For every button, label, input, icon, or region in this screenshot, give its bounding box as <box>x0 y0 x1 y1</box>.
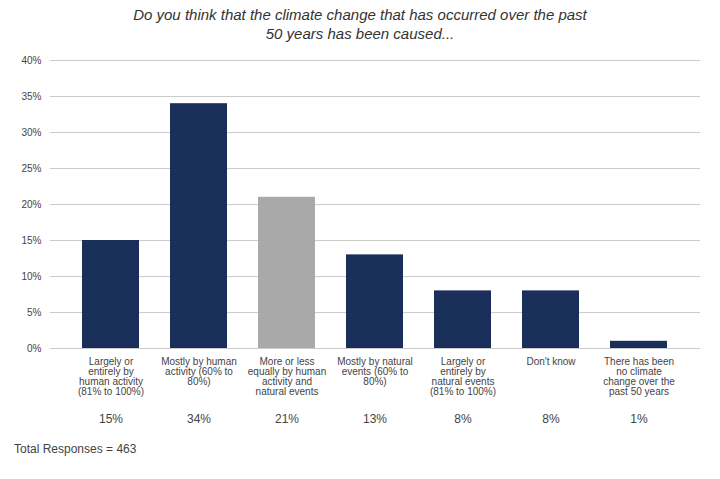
svg-text:10%: 10% <box>21 270 41 281</box>
svg-text:40%: 40% <box>21 54 41 65</box>
svg-text:35%: 35% <box>21 90 41 101</box>
svg-text:8%: 8% <box>454 412 472 426</box>
svg-text:1%: 1% <box>630 412 648 426</box>
svg-text:8%: 8% <box>542 412 560 426</box>
html-text:Total Responses = 463: Total Responses = 463 <box>14 441 137 456</box>
svg-text:20%: 20% <box>21 198 41 209</box>
svg-text:15%: 15% <box>99 412 123 426</box>
svg-text:21%: 21% <box>275 412 299 426</box>
svg-text:There has beenno climatechange: There has beenno climatechange over thep… <box>603 355 675 396</box>
svg-text:30%: 30% <box>21 126 41 137</box>
svg-text:13%: 13% <box>363 412 387 426</box>
svg-text:5%: 5% <box>27 306 42 317</box>
svg-text:Largely orentirely bynatural e: Largely orentirely bynatural events(81% … <box>430 355 496 396</box>
svg-text:More or lessequally by humanac: More or lessequally by humanactivity and… <box>248 355 326 396</box>
svg-text:Mostly by humanactivity (60% t: Mostly by humanactivity (60% to80%) <box>161 355 237 386</box>
svg-text:Mostly by naturalevents (60% t: Mostly by naturalevents (60% to80%) <box>337 355 413 386</box>
svg-text:Don't know: Don't know <box>526 355 576 366</box>
svg-text:0%: 0% <box>27 342 42 353</box>
svg-text:Largely orentirely byhuman act: Largely orentirely byhuman activity(81% … <box>78 355 144 396</box>
svg-text:25%: 25% <box>21 162 41 173</box>
svg-text:15%: 15% <box>21 234 41 245</box>
html-text:Do you think that the climate: Do you think that the climate change tha… <box>133 6 587 42</box>
svg-text:34%: 34% <box>187 412 211 426</box>
